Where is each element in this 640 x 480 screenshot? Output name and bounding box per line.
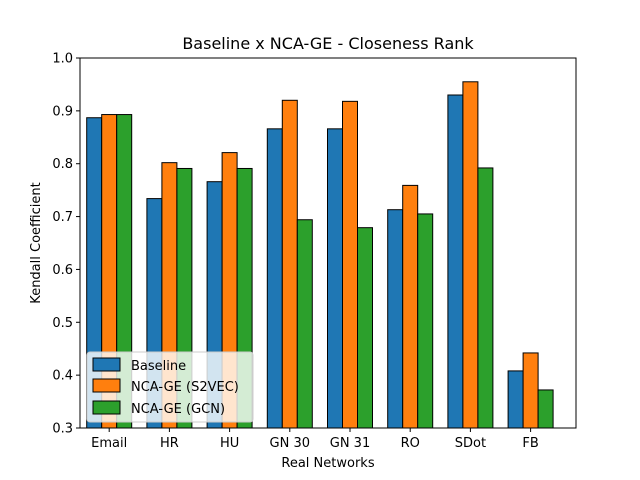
y-tick-label: 0.7 <box>52 210 73 225</box>
x-tick-label-hu: HU <box>220 436 239 451</box>
legend-label-baseline: Baseline <box>131 359 186 374</box>
y-tick-label: 0.9 <box>52 104 73 119</box>
plot-frame <box>79 57 577 429</box>
bar-ro-nca-ge-gcn <box>417 213 434 429</box>
legend-label-s2vec: NCA-GE (S2VEC) <box>131 380 239 395</box>
y-tick-label: 0.6 <box>52 263 73 278</box>
bar-ro-nca-ge-s2vec <box>402 184 419 429</box>
bar-fb-baseline <box>507 370 524 429</box>
bar-sdot-baseline <box>447 94 464 429</box>
y-tick-label: 0.8 <box>52 157 73 172</box>
legend: Baseline NCA-GE (S2VEC) NCA-GE (GCN) <box>86 351 254 423</box>
legend-box <box>86 351 254 423</box>
legend-swatch-gcn <box>92 400 121 415</box>
x-tick-label-fb: FB <box>522 436 538 451</box>
x-axis-label: Real Networks <box>281 456 374 471</box>
x-tick-label-email: Email <box>91 436 127 451</box>
bar-sdot-nca-ge-gcn <box>477 167 494 429</box>
bar-fb-nca-ge-s2vec <box>522 352 539 429</box>
chart-title: Baseline x NCA-GE - Closeness Rank <box>182 34 474 53</box>
x-tick-label-hr: HR <box>160 436 179 451</box>
bar-ro-baseline <box>387 209 404 429</box>
x-axis-ticks: Email HR HU GN 30 GN 31 RO SDot FB <box>91 428 539 451</box>
bar-gn-30-nca-ge-gcn <box>296 219 313 429</box>
y-tick-label: 0.3 <box>52 422 73 437</box>
y-tick-label: 0.5 <box>52 316 73 331</box>
bar-gn-31-nca-ge-s2vec <box>342 100 358 429</box>
y-tick-label: 0.4 <box>52 369 73 384</box>
legend-swatch-baseline <box>92 357 121 372</box>
bar-gn-31-nca-ge-gcn <box>357 227 373 429</box>
x-tick-label-gn-31: GN 31 <box>330 436 370 451</box>
y-axis-label: Kendall Coefficient <box>29 182 44 303</box>
x-tick-label-ro: RO <box>401 436 420 451</box>
legend-label-gcn: NCA-GE (GCN) <box>131 402 225 417</box>
bar-gn-31-baseline <box>327 128 343 429</box>
x-tick-label-sdot: SDot <box>455 436 486 451</box>
y-tick-label: 1.0 <box>52 52 73 67</box>
x-tick-label-gn-30: GN 30 <box>270 436 310 451</box>
bar-fb-nca-ge-gcn <box>537 389 554 429</box>
bar-gn-30-baseline <box>266 128 283 429</box>
legend-swatch-s2vec <box>92 378 121 393</box>
y-axis-ticks: 0.3 0.4 0.5 0.6 0.7 0.8 0.9 1.0 <box>52 52 80 437</box>
bar-gn-30-nca-ge-s2vec <box>281 99 298 429</box>
bar-sdot-nca-ge-s2vec <box>462 81 479 429</box>
